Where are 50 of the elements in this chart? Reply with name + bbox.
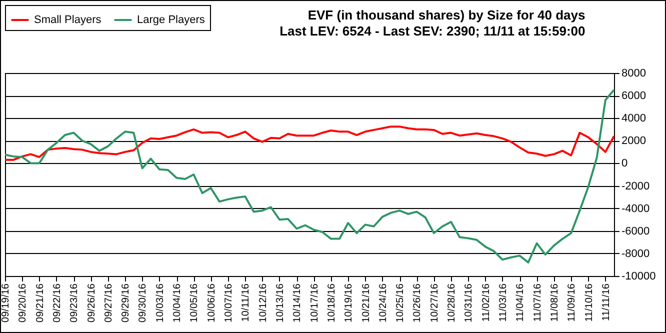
x-tick-label: 11/04/16 — [515, 283, 526, 322]
x-tick-label: 10/25/16 — [395, 283, 406, 322]
x-tick-label: 11/11/16 — [600, 283, 612, 321]
x-tick-label: 10/31/16 — [464, 283, 475, 322]
y-tick-label: 4000 — [622, 112, 646, 125]
x-tick-label: 10/13/16 — [274, 283, 286, 322]
x-tick-label: 10/03/16 — [154, 283, 166, 322]
x-tick-label: 10/06/16 — [206, 283, 218, 322]
y-tick-label: 8000 — [622, 68, 646, 80]
x-tick-label: 09/19/16 — [0, 283, 12, 322]
x-tick-label: 09/29/16 — [120, 283, 132, 322]
x-tick-label: 10/04/16 — [172, 283, 184, 322]
y-tick-label: 0 — [622, 158, 628, 170]
y-tick-label: -10000 — [622, 270, 656, 282]
legend-label: Large Players — [137, 14, 206, 26]
x-tick-label: 10/18/16 — [326, 283, 338, 322]
legend-label: Small Players — [34, 14, 102, 26]
x-tick-label: 10/19/16 — [344, 283, 355, 322]
x-tick-label: 10/07/16 — [224, 283, 235, 322]
x-tick-label: 10/27/16 — [429, 283, 440, 322]
y-tick-label: -8000 — [622, 248, 650, 260]
x-tick-label: 10/11/16 — [240, 283, 252, 322]
x-tick-label: 11/10/16 — [584, 283, 595, 322]
x-tick-label: 11/07/16 — [532, 283, 544, 322]
x-tick-label: 09/23/16 — [69, 283, 80, 322]
y-tick-label: 2000 — [622, 135, 646, 148]
x-tick-label: 09/22/16 — [52, 283, 63, 322]
y-tick-label: -4000 — [622, 202, 650, 215]
x-tick-label: 09/20/16 — [18, 283, 29, 322]
y-tick-label: 6000 — [622, 90, 646, 102]
x-tick-label: 10/17/16 — [309, 283, 320, 322]
x-tick-label: 10/21/16 — [360, 283, 372, 322]
x-tick-label: 11/09/16 — [566, 283, 578, 322]
x-tick-label: 10/24/16 — [378, 283, 389, 322]
x-tick-label: 11/02/16 — [480, 283, 492, 322]
x-tick-label: 09/21/16 — [34, 283, 46, 322]
x-tick-label: 09/27/16 — [103, 283, 114, 322]
x-tick-label: 09/26/16 — [86, 283, 98, 322]
x-tick-label: 11/08/16 — [549, 283, 560, 322]
x-tick-label: 10/26/16 — [412, 283, 424, 322]
chart-title: EVF (in thousand shares) by Size for 40 days — [308, 8, 586, 22]
x-tick-label: 10/12/16 — [258, 283, 269, 322]
y-tick-label: -6000 — [622, 225, 650, 238]
y-tick-label: -2000 — [622, 180, 650, 192]
chart-subtitle: Last LEV: 6524 - Last SEV: 2390; 11/11 at 15:59:00 — [280, 24, 586, 38]
x-tick-label: 09/30/16 — [138, 283, 149, 322]
x-tick-label: 10/14/16 — [292, 283, 304, 322]
x-tick-label: 10/05/16 — [189, 283, 200, 322]
x-tick-label: 10/28/16 — [446, 283, 458, 322]
x-tick-label: 11/03/16 — [498, 283, 509, 322]
